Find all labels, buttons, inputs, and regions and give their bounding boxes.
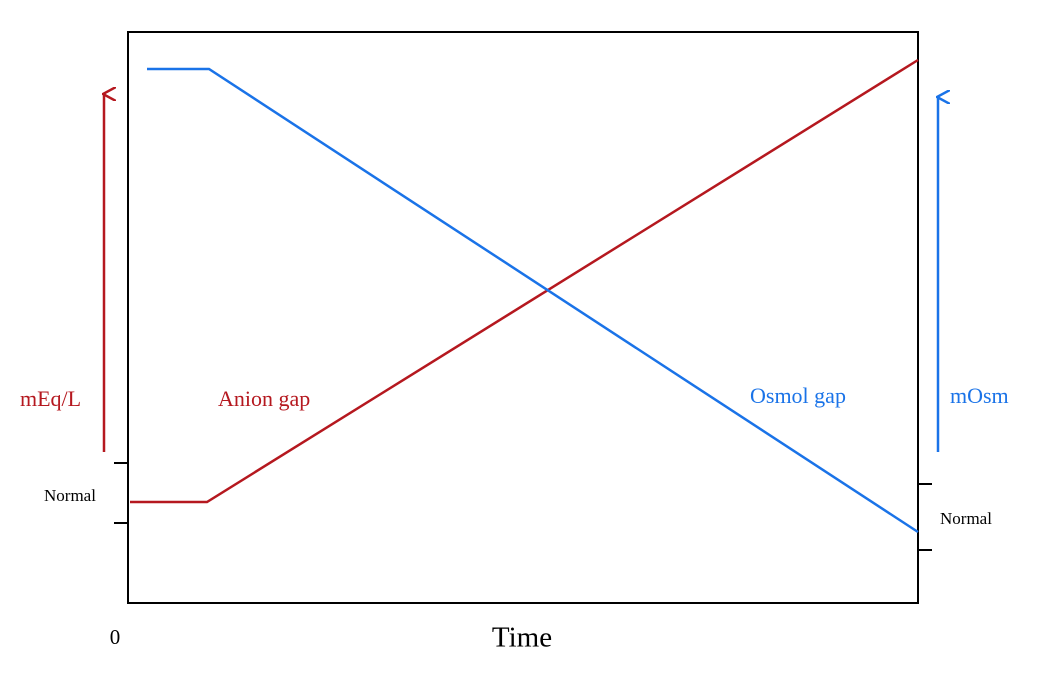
curve-label: Anion gap bbox=[218, 386, 310, 411]
right-axis-label: mOsm bbox=[950, 383, 1009, 408]
curve-label: Osmol gap bbox=[750, 383, 846, 408]
anion-gap-line bbox=[130, 58, 919, 504]
osmol-gap-line bbox=[147, 67, 919, 534]
plot-frame bbox=[127, 31, 919, 604]
x-axis-label: Time bbox=[492, 622, 552, 654]
right-normal-label: Normal bbox=[940, 509, 992, 528]
left-axis-label: mEq/L bbox=[20, 386, 81, 411]
left-normal-label: Normal bbox=[44, 486, 96, 505]
plot bbox=[104, 31, 938, 604]
x-origin-label: 0 bbox=[110, 625, 121, 649]
